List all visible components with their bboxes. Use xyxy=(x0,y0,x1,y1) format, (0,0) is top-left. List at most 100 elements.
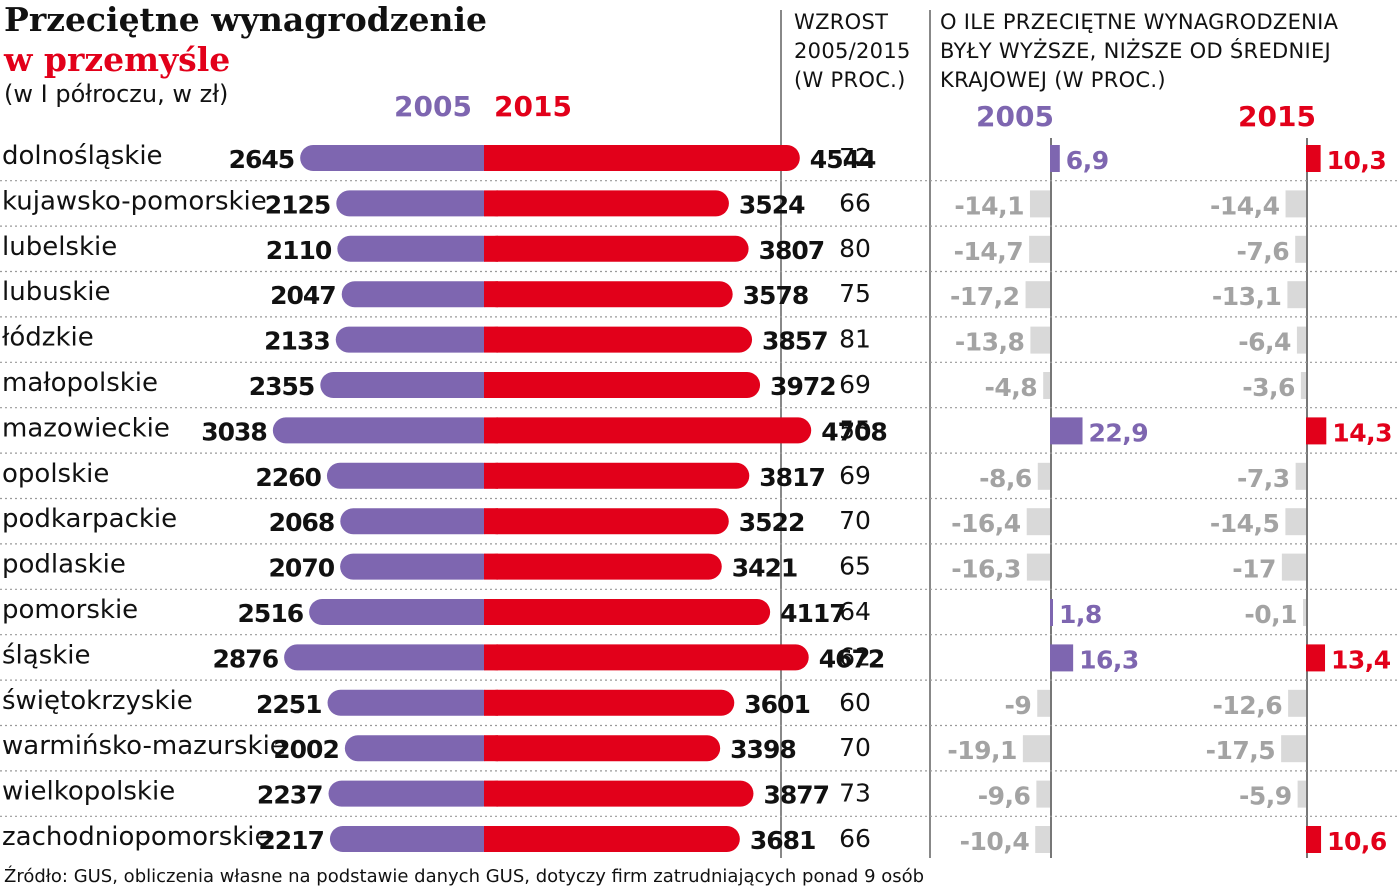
bar-2005 xyxy=(284,644,496,671)
bar-2015 xyxy=(484,281,733,308)
deviation-2015-bar xyxy=(1306,417,1327,445)
bar-2015-cap xyxy=(484,281,498,308)
deviation-2015-label: -14,4 xyxy=(1210,191,1280,220)
value-2015: 3578 xyxy=(743,281,809,310)
growth-header-line-2: 2005/2015 xyxy=(794,39,911,63)
deviation-2005-label: 6,9 xyxy=(1066,146,1109,175)
value-2015: 3601 xyxy=(744,690,810,719)
region-label: mazowieckie xyxy=(2,413,170,443)
value-2015: 3522 xyxy=(739,508,805,537)
growth-value: 60 xyxy=(839,688,871,717)
deviation-2015-label: -5,9 xyxy=(1239,782,1292,811)
bar-2015 xyxy=(484,689,735,716)
value-2005: 2133 xyxy=(264,327,330,356)
growth-value: 66 xyxy=(839,188,871,217)
region-label: zachodniopomorskie xyxy=(2,822,271,852)
deviation-2005-bar xyxy=(1035,826,1050,853)
bar-2015 xyxy=(484,599,771,625)
deviation-2015-bar xyxy=(1281,553,1306,581)
value-2015: 3857 xyxy=(762,327,828,356)
value-2005: 2217 xyxy=(258,826,324,855)
value-2015: 3817 xyxy=(759,463,825,492)
value-2005: 2110 xyxy=(266,236,332,265)
deviation-2015-label: -13,1 xyxy=(1212,282,1282,311)
deviation-2005-bar xyxy=(1026,508,1050,536)
deviation-2015-label: -17 xyxy=(1232,555,1276,584)
bar-2015-cap xyxy=(484,235,498,262)
bar-2015 xyxy=(484,417,812,444)
chart-title: Przeciętne wynagrodzenie xyxy=(4,0,488,39)
deviation-2015-label: -7,3 xyxy=(1237,464,1290,493)
growth-value: 75 xyxy=(839,279,871,308)
value-2015: 3681 xyxy=(750,826,816,855)
deviation-legend-2005: 2005 xyxy=(976,100,1054,133)
deviation-2005-label: 16,3 xyxy=(1079,645,1139,674)
value-2015: 3877 xyxy=(763,781,829,810)
growth-value: 72 xyxy=(839,143,871,172)
growth-value: 80 xyxy=(839,234,871,263)
deviation-2015-label: -12,6 xyxy=(1213,691,1283,720)
deviation-2005-bar xyxy=(1050,644,1074,672)
bar-2015-cap xyxy=(484,462,498,489)
value-2005: 2002 xyxy=(273,735,339,764)
bar-2015 xyxy=(484,372,761,398)
deviation-2005-bar xyxy=(1043,372,1050,399)
growth-header: WZROST 2005/2015 (W PROC.) xyxy=(794,8,911,95)
value-2005: 2125 xyxy=(265,190,331,219)
bar-2015 xyxy=(484,190,729,217)
region-label: warmińsko-mazurskie xyxy=(2,731,286,761)
region-label: podkarpackie xyxy=(2,504,177,534)
deviation-2005-label: 22,9 xyxy=(1089,418,1149,447)
region-label: śląskie xyxy=(2,640,91,670)
deviation-header: O ILE PRZECIĘTNE WYNAGRODZENIA BYŁY WYŻS… xyxy=(940,8,1338,95)
deviation-2015-bar xyxy=(1288,689,1306,717)
bar-2005 xyxy=(340,508,496,535)
bar-2015 xyxy=(484,462,750,489)
region-label: wielkopolskie xyxy=(2,777,175,807)
deviation-2005-label: -10,4 xyxy=(960,827,1030,856)
deviation-2015-bar xyxy=(1296,326,1306,354)
region-label: świętokrzyskie xyxy=(2,686,193,716)
bar-2005 xyxy=(328,780,496,807)
deviation-2015-label: -14,5 xyxy=(1210,509,1280,538)
bar-2015 xyxy=(484,553,722,580)
chart-title-highlight: w przemyśle xyxy=(4,40,231,79)
value-2015: 4708 xyxy=(821,417,887,446)
value-2005: 2355 xyxy=(249,372,315,401)
deviation-2005-label: -17,2 xyxy=(950,282,1020,311)
deviation-2005-bar xyxy=(1029,190,1050,218)
value-2005: 2260 xyxy=(255,463,321,492)
bar-2015 xyxy=(484,508,729,535)
deviation-2005-bar xyxy=(1022,735,1050,763)
bar-2015-cap xyxy=(484,826,498,852)
bar-2015-cap xyxy=(484,553,498,580)
growth-value: 81 xyxy=(839,325,871,354)
growth-value: 70 xyxy=(839,506,871,535)
region-label: małopolskie xyxy=(2,368,158,398)
region-label: lubuskie xyxy=(2,277,111,307)
region-label: łódzkie xyxy=(2,323,94,353)
deviation-2005-label: -9,6 xyxy=(978,782,1031,811)
region-label: pomorskie xyxy=(2,595,138,625)
value-2015: 3524 xyxy=(739,190,805,219)
deviation-2015-bar xyxy=(1300,372,1306,399)
deviation-2015-bar xyxy=(1306,644,1326,672)
column-divider-2 xyxy=(929,10,931,858)
deviation-2015-bar xyxy=(1285,190,1306,218)
growth-value: 62 xyxy=(839,642,871,671)
bar-2015 xyxy=(484,235,749,262)
deviation-2015-bar xyxy=(1287,281,1306,309)
deviation-2005-bar xyxy=(1036,780,1050,808)
deviation-2015-bar xyxy=(1295,235,1306,263)
region-label: dolnośląskie xyxy=(2,141,163,171)
deviation-2005-label: -16,3 xyxy=(951,555,1021,584)
value-2015: 4117 xyxy=(780,599,846,628)
deviation-2015-bar xyxy=(1297,780,1306,808)
deviation-2015-bar xyxy=(1306,145,1321,172)
bar-2015 xyxy=(484,326,753,353)
growth-value: 55 xyxy=(839,415,871,444)
deviation-header-line-1: O ILE PRZECIĘTNE WYNAGRODZENIA xyxy=(940,10,1339,34)
source-note: Źródło: GUS, obliczenia własne na podsta… xyxy=(4,866,925,887)
deviation-2015-bar xyxy=(1303,599,1306,626)
